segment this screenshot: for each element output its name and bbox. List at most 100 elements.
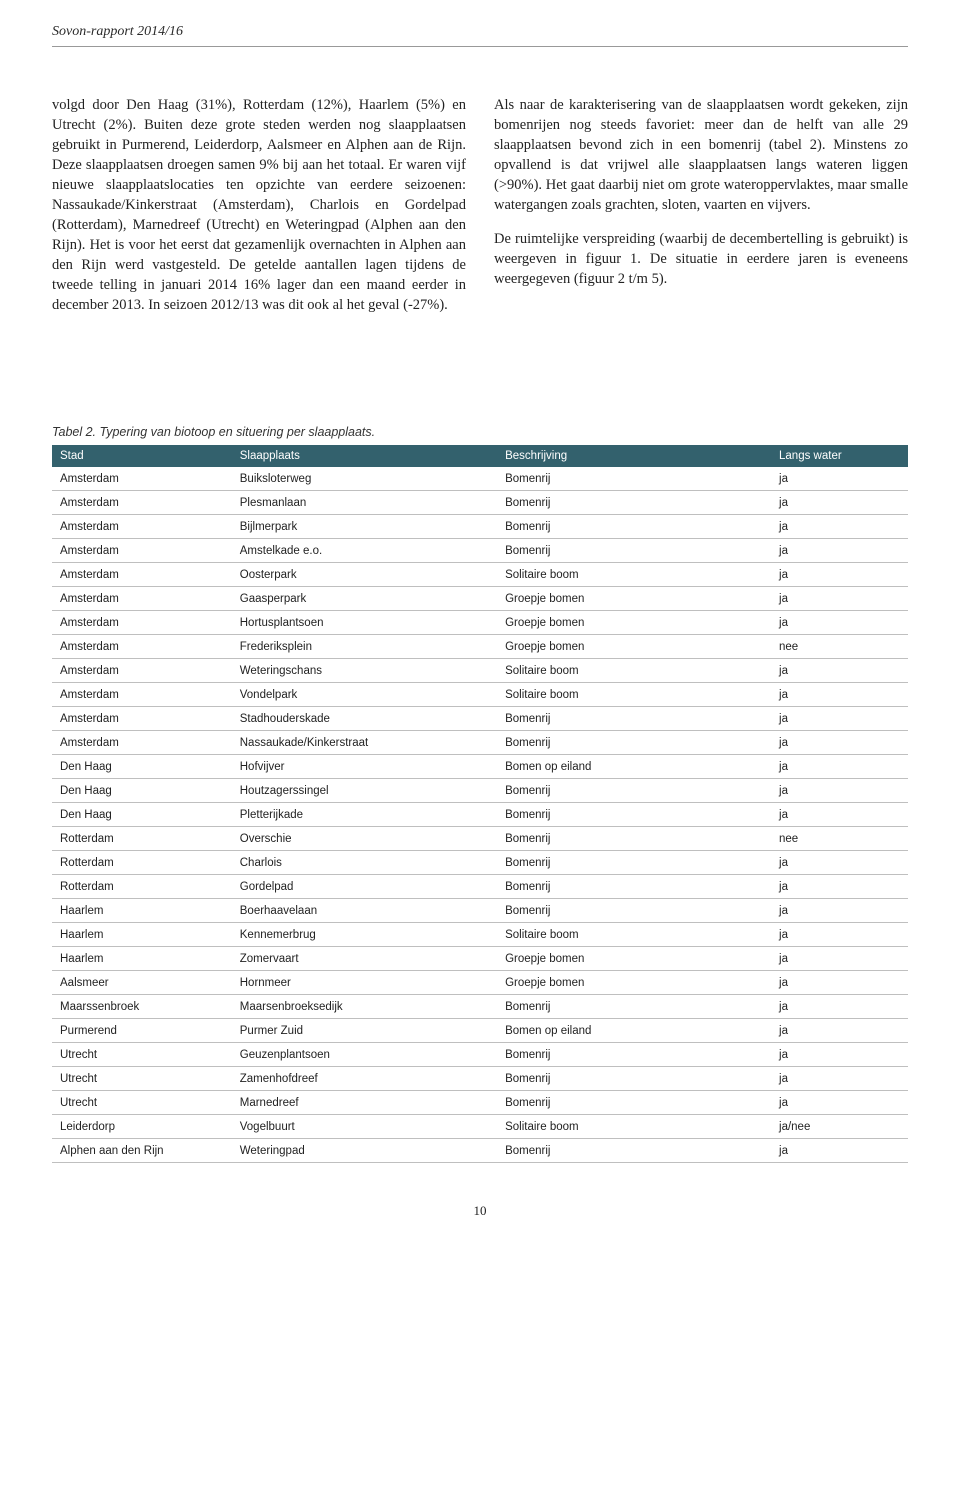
- table-cell: Bomenrij: [497, 899, 771, 923]
- biotope-table: StadSlaapplaatsBeschrijvingLangs water A…: [52, 445, 908, 1163]
- table-cell: ja: [771, 899, 908, 923]
- table-cell: Oosterpark: [232, 563, 497, 587]
- table-row: Den HaagPletterijkadeBomenrijja: [52, 803, 908, 827]
- table-row: AmsterdamVondelparkSolitaire boomja: [52, 683, 908, 707]
- table-row: PurmerendPurmer ZuidBomen op eilandja: [52, 1019, 908, 1043]
- table-cell: Vogelbuurt: [232, 1115, 497, 1139]
- table-cell: ja: [771, 1019, 908, 1043]
- table-row: AmsterdamNassaukade/KinkerstraatBomenrij…: [52, 731, 908, 755]
- table-cell: Bomenrij: [497, 707, 771, 731]
- table-cell: Bomenrij: [497, 467, 771, 491]
- table-cell: Rotterdam: [52, 851, 232, 875]
- table-cell: Houtzagerssingel: [232, 779, 497, 803]
- table-row: AmsterdamBuiksloterwegBomenrijja: [52, 467, 908, 491]
- table-cell: Amsterdam: [52, 587, 232, 611]
- table-row: UtrechtGeuzenplantsoenBomenrijja: [52, 1043, 908, 1067]
- table-row: AmsterdamPlesmanlaanBomenrijja: [52, 491, 908, 515]
- table-cell: Amsterdam: [52, 491, 232, 515]
- table-row: AalsmeerHornmeerGroepje bomenja: [52, 971, 908, 995]
- table-row: Den HaagHoutzagerssingelBomenrijja: [52, 779, 908, 803]
- table-cell: nee: [771, 827, 908, 851]
- table-cell: ja: [771, 683, 908, 707]
- table-cell: Geuzenplantsoen: [232, 1043, 497, 1067]
- table-row: Den HaagHofvijverBomen op eilandja: [52, 755, 908, 779]
- paragraph: Als naar de karakterisering van de slaap…: [494, 95, 908, 215]
- table-cell: ja: [771, 923, 908, 947]
- table-cell: Bomenrij: [497, 731, 771, 755]
- table-cell: Plesmanlaan: [232, 491, 497, 515]
- table-cell: ja: [771, 515, 908, 539]
- table-cell: ja: [771, 707, 908, 731]
- running-header: Sovon-rapport 2014/16: [52, 24, 908, 40]
- table-row: RotterdamOverschieBomenrijnee: [52, 827, 908, 851]
- table-cell: nee: [771, 635, 908, 659]
- table-cell: Bomen op eiland: [497, 1019, 771, 1043]
- table-cell: Haarlem: [52, 899, 232, 923]
- table-cell: Utrecht: [52, 1067, 232, 1091]
- table-header-cell: Langs water: [771, 445, 908, 467]
- table-row: AmsterdamStadhouderskadeBomenrijja: [52, 707, 908, 731]
- table-cell: ja: [771, 1043, 908, 1067]
- table-cell: Haarlem: [52, 947, 232, 971]
- table-cell: Kennemerbrug: [232, 923, 497, 947]
- table-cell: Solitaire boom: [497, 923, 771, 947]
- table-cell: Groepje bomen: [497, 947, 771, 971]
- table-cell: Frederiksplein: [232, 635, 497, 659]
- table-cell: Solitaire boom: [497, 563, 771, 587]
- table-cell: Bomenrij: [497, 1139, 771, 1163]
- table-cell: Alphen aan den Rijn: [52, 1139, 232, 1163]
- table-cell: Groepje bomen: [497, 635, 771, 659]
- paragraph: De ruimtelijke verspreiding (waarbij de …: [494, 229, 908, 289]
- table-cell: Weteringschans: [232, 659, 497, 683]
- table-cell: Bomenrij: [497, 779, 771, 803]
- table-cell: Utrecht: [52, 1091, 232, 1115]
- table-row: HaarlemBoerhaavelaanBomenrijja: [52, 899, 908, 923]
- table-cell: Solitaire boom: [497, 1115, 771, 1139]
- table-cell: Amsterdam: [52, 611, 232, 635]
- table-row: RotterdamCharloisBomenrijja: [52, 851, 908, 875]
- table-row: LeiderdorpVogelbuurtSolitaire boomja/nee: [52, 1115, 908, 1139]
- table-cell: Amsterdam: [52, 539, 232, 563]
- table-cell: Hofvijver: [232, 755, 497, 779]
- table-cell: Amsterdam: [52, 707, 232, 731]
- table-cell: Bomen op eiland: [497, 755, 771, 779]
- table-cell: Rotterdam: [52, 875, 232, 899]
- table-cell: Amsterdam: [52, 467, 232, 491]
- table-row: AmsterdamWeteringschansSolitaire boomja: [52, 659, 908, 683]
- table-body: AmsterdamBuiksloterwegBomenrijjaAmsterda…: [52, 467, 908, 1163]
- table-cell: Utrecht: [52, 1043, 232, 1067]
- table-cell: ja: [771, 587, 908, 611]
- table-row: HaarlemZomervaartGroepje bomenja: [52, 947, 908, 971]
- table-cell: Bijlmerpark: [232, 515, 497, 539]
- table-cell: ja: [771, 947, 908, 971]
- table-cell: Charlois: [232, 851, 497, 875]
- table-cell: Boerhaavelaan: [232, 899, 497, 923]
- column-left: volgd door Den Haag (31%), Rotterdam (12…: [52, 95, 466, 315]
- table-cell: Den Haag: [52, 755, 232, 779]
- table-cell: ja: [771, 611, 908, 635]
- table-row: AmsterdamOosterparkSolitaire boomja: [52, 563, 908, 587]
- table-cell: Hortusplantsoen: [232, 611, 497, 635]
- table-cell: Bomenrij: [497, 1091, 771, 1115]
- table-cell: Weteringpad: [232, 1139, 497, 1163]
- table-cell: Pletterijkade: [232, 803, 497, 827]
- table-cell: Haarlem: [52, 923, 232, 947]
- table-caption: Tabel 2. Typering van biotoop en situeri…: [52, 425, 908, 439]
- table-cell: Gaasperpark: [232, 587, 497, 611]
- table-header-cell: Stad: [52, 445, 232, 467]
- table-cell: Zamenhofdreef: [232, 1067, 497, 1091]
- table-header-cell: Slaapplaats: [232, 445, 497, 467]
- table-cell: Maarssenbroek: [52, 995, 232, 1019]
- table-cell: ja: [771, 851, 908, 875]
- table-cell: Amsterdam: [52, 563, 232, 587]
- table-cell: Gordelpad: [232, 875, 497, 899]
- table-row: UtrechtZamenhofdreefBomenrijja: [52, 1067, 908, 1091]
- table-row: Alphen aan den RijnWeteringpadBomenrijja: [52, 1139, 908, 1163]
- table-cell: Leiderdorp: [52, 1115, 232, 1139]
- table-cell: Amstelkade e.o.: [232, 539, 497, 563]
- table-row: UtrechtMarnedreefBomenrijja: [52, 1091, 908, 1115]
- table-cell: Bomenrij: [497, 875, 771, 899]
- table-cell: Nassaukade/Kinkerstraat: [232, 731, 497, 755]
- table-cell: Maarsenbroeksedijk: [232, 995, 497, 1019]
- header-rule: [52, 46, 908, 47]
